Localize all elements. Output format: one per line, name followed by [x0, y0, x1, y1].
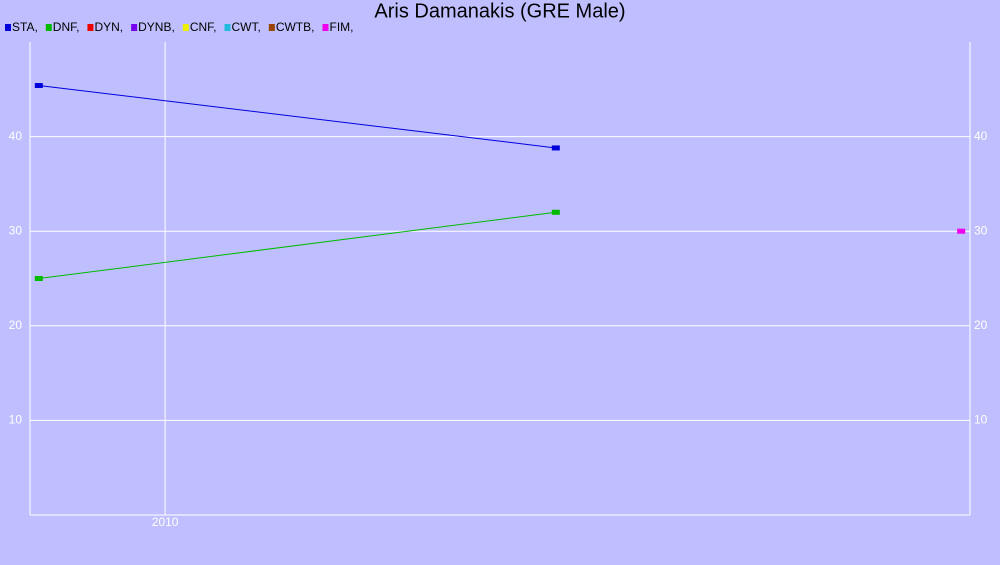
legend-swatch	[182, 24, 189, 31]
series-line	[38, 211, 556, 279]
legend-label: CWTB,	[276, 20, 315, 34]
legend-swatch	[322, 24, 329, 31]
legend-label: CWT,	[231, 20, 260, 34]
y-tick-label: 40	[9, 129, 23, 143]
y2-tick-label: 10	[974, 413, 988, 427]
point-marker	[34, 276, 43, 281]
y2-tick-label: 20	[974, 318, 988, 332]
y-tick-label: 30	[9, 223, 23, 237]
point-marker	[34, 83, 43, 89]
chart-title: Aris Damanakis (GRE Male)	[374, 0, 625, 22]
legend-swatch	[224, 24, 231, 31]
y2-tick-label: 30	[974, 223, 988, 237]
legend-label: DNF,	[53, 20, 80, 34]
legend-label: DYNB,	[138, 20, 175, 34]
point-marker	[551, 145, 560, 151]
y-tick-label: 10	[9, 413, 23, 427]
y-tick-label: 20	[9, 318, 23, 332]
legend-swatch	[131, 24, 138, 31]
legend-swatch	[45, 24, 52, 31]
y2-tick-label: 40	[974, 129, 988, 143]
legend-swatch	[87, 24, 94, 31]
legend-label: DYN,	[94, 20, 123, 34]
legend-label: FIM,	[329, 20, 353, 34]
legend-label: STA,	[12, 20, 38, 34]
legend-label: CNF,	[190, 20, 217, 34]
point-marker	[957, 228, 966, 234]
series-line	[38, 85, 556, 149]
legend-swatch	[268, 24, 275, 31]
legend-swatch	[5, 24, 11, 31]
point-marker	[551, 209, 560, 215]
x-tick-label: 2010	[152, 515, 179, 529]
